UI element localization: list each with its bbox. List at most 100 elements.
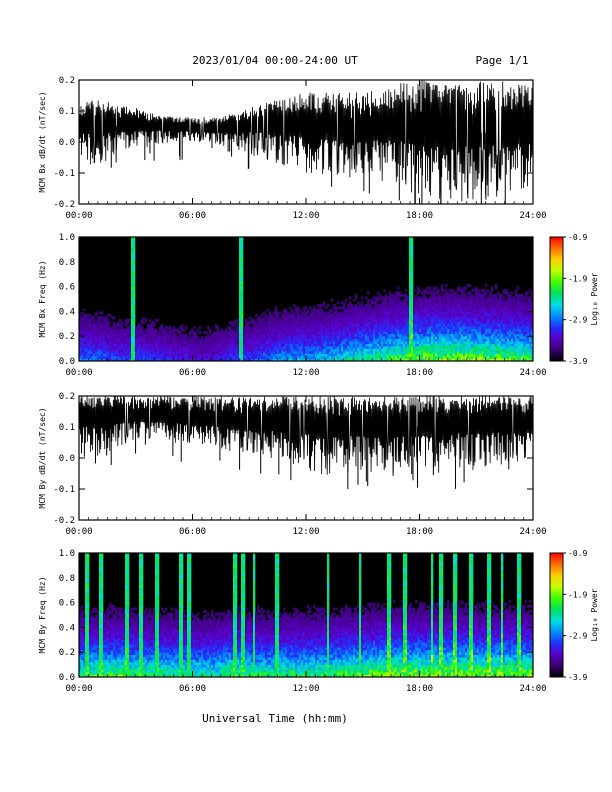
heat-cell [407,336,410,339]
heat-cell [401,343,404,347]
heat-cell [263,346,266,349]
heat-cell [449,294,452,297]
heat-cell [325,318,328,322]
heat-cell [445,303,448,307]
heat-cell [475,351,478,354]
heat-cell [243,328,246,332]
heat-cell [285,341,288,344]
heat-cell [81,328,84,332]
heat-cell [475,294,478,297]
heat-cell [467,291,470,295]
heat-cell [303,313,306,317]
heat-cell [447,306,450,310]
heat-cell [115,328,118,332]
heat-cell [239,316,242,320]
heat-cell [105,343,108,347]
heat-cell [93,338,96,342]
heat-cell [357,333,360,337]
heat-cell [497,326,500,330]
heat-cell [131,356,134,359]
heat-cell [379,336,382,339]
heat-cell [217,346,220,349]
heat-cell [355,311,358,315]
heat-cell [519,348,522,352]
heat-cell [99,333,102,337]
heat-cell [383,301,386,305]
heat-cell [241,264,244,268]
heat-cell [461,328,464,332]
heat-cell [317,336,320,339]
heat-cell [409,237,412,240]
heat-cell [451,301,454,305]
heat-cell [83,358,86,362]
heat-cell [345,358,348,362]
heat-cell [335,311,338,315]
heat-cell [423,326,426,330]
heat-cell [311,348,314,352]
heat-cell [329,336,332,339]
heat-cell [455,299,458,302]
heat-cell [269,353,272,357]
heat-cell [193,358,196,362]
heat-cell [301,338,304,342]
heat-cell [417,348,420,352]
heat-cell [297,353,300,357]
heat-cell [517,321,520,325]
heat-cell [383,296,386,300]
heat-cell [471,311,474,315]
heat-cell [151,321,154,325]
heat-cell [409,326,412,330]
heat-cell [521,318,524,322]
heat-cell [469,333,472,337]
heat-cell [113,316,116,320]
heat-cell [363,348,366,352]
heat-cell [333,338,336,342]
heat-cell [79,356,82,359]
heat-cell [127,321,130,325]
heat-cell [355,346,358,349]
heat-cell [521,356,524,359]
heat-cell [321,353,324,357]
heat-cell [133,353,136,357]
heat-cell [439,333,442,337]
heat-cell [343,333,346,337]
heat-cell [485,343,488,347]
heat-cell [513,353,516,357]
heat-cell [499,301,502,305]
heat-cell [167,351,170,354]
heat-cell [279,338,282,342]
heat-cell [147,336,150,339]
heat-cell [307,328,310,332]
heat-cell [351,341,354,344]
heat-cell [451,289,454,292]
heat-cell [379,346,382,349]
heat-cell [327,303,330,307]
heat-cell [235,331,238,335]
heat-cell [235,346,238,349]
heat-cell [345,348,348,352]
heat-cell [271,356,274,359]
heat-cell [259,333,262,337]
heat-cell [527,296,530,300]
heat-cell [351,331,354,335]
heat-cell [321,308,324,312]
heat-cell [141,321,144,325]
heat-cell [159,351,162,354]
heat-cell [369,333,372,337]
heat-cell [107,336,110,339]
heat-cell [493,326,496,330]
heat-cell [467,356,470,359]
heat-cell [411,311,414,315]
heat-cell [441,321,444,325]
heat-cell [407,303,410,307]
heat-cell [351,346,354,349]
heat-cell [479,323,482,327]
heat-cell [315,323,318,327]
heat-cell [395,313,398,317]
heat-cell [453,348,456,352]
heat-cell [79,351,82,354]
heat-cell [121,343,124,347]
heat-cell [495,351,498,354]
heat-cell [313,316,316,320]
heat-cell [207,338,210,342]
